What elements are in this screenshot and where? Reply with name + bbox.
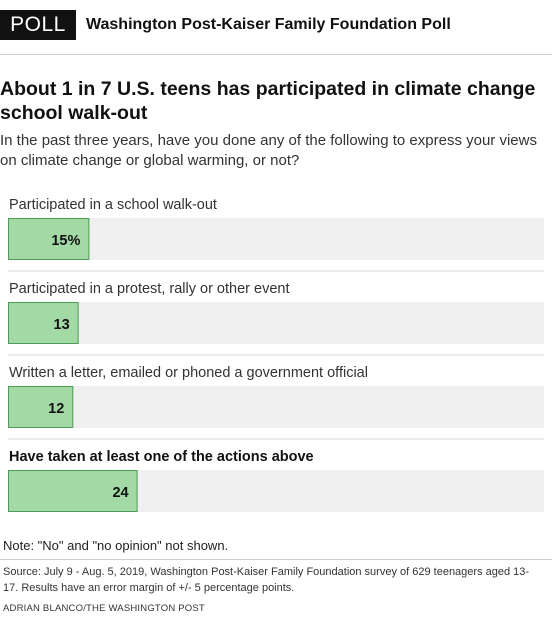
- category-label: Participated in a protest, rally or othe…: [9, 281, 289, 297]
- value-label: 12: [48, 401, 64, 417]
- chart-source: Source: July 9 - Aug. 5, 2019, Washingto…: [3, 566, 530, 594]
- bar-track: [8, 386, 544, 428]
- poll-header: POLL Washington Post-Kaiser Family Found…: [0, 10, 552, 40]
- category-label: Have taken at least one of the actions a…: [9, 449, 314, 465]
- category-label: Written a letter, emailed or phoned a go…: [9, 365, 368, 381]
- poll-name: Washington Post-Kaiser Family Foundation…: [86, 16, 451, 33]
- bar-chart: Participated in a school walk-out 15% Part…: [8, 197, 544, 512]
- value-label: 13: [54, 317, 70, 333]
- bar: [8, 386, 74, 428]
- poll-tag: POLL: [0, 10, 76, 40]
- bar-track: [8, 302, 544, 344]
- bar-track: [8, 218, 544, 260]
- chart-note: Note: "No" and "no opinion" not shown.: [3, 538, 229, 553]
- chart-subtitle: In the past three years, have you done a…: [0, 132, 537, 169]
- bar: [8, 302, 79, 344]
- bar: [8, 470, 138, 512]
- chart-title: About 1 in 7 U.S. teens has participated…: [0, 78, 536, 124]
- chart-credit: ADRIAN BLANCO/THE WASHINGTON POST: [3, 603, 205, 614]
- category-label: Participated in a school walk-out: [9, 197, 217, 213]
- header-divider: [0, 54, 552, 55]
- bar: [8, 218, 90, 260]
- footer-divider: [0, 559, 552, 560]
- value-label: 15%: [51, 233, 80, 249]
- value-label: 24: [112, 485, 128, 501]
